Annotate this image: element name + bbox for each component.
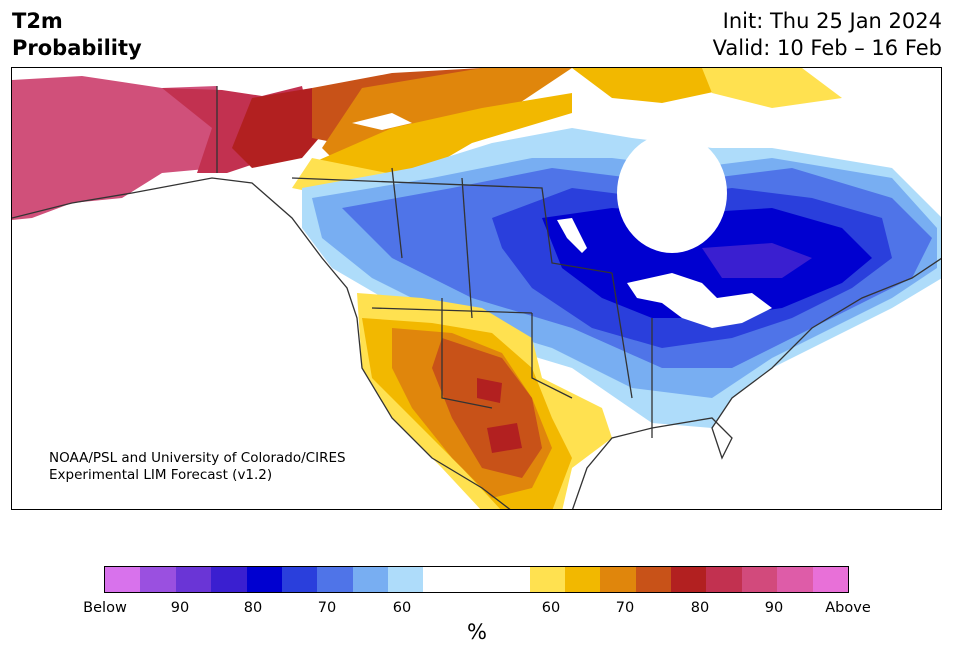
- title-right: Init: Thu 25 Jan 2024 Valid: 10 Feb – 16…: [713, 8, 942, 62]
- variable-label: T2m: [12, 9, 63, 33]
- cbar-seg-below-3: [175, 567, 212, 592]
- cbar-seg-above-1: [529, 567, 565, 592]
- alaska-anomaly: [12, 76, 217, 220]
- cbar-seg-above-3: [600, 567, 636, 592]
- cbar-seg-below-6: [281, 567, 318, 592]
- init-date: Init: Thu 25 Jan 2024: [722, 9, 942, 33]
- cbar-seg-above-4: [635, 567, 672, 592]
- credit-line-1: NOAA/PSL and University of Colorado/CIRE…: [49, 450, 346, 466]
- cbar-tick-70-above: 70: [615, 600, 635, 616]
- cbar-tick-above: Above: [825, 600, 871, 616]
- cbar-seg-neutral: [423, 567, 530, 592]
- cbar-tick-90-below: 90: [170, 600, 190, 616]
- cbar-seg-above-2: [564, 567, 601, 592]
- cbar-seg-below-7: [317, 567, 353, 592]
- title-left: T2m Probability: [12, 8, 142, 62]
- cbar-seg-above-5: [671, 567, 707, 592]
- cbar-seg-below-1: [105, 567, 141, 592]
- valid-range: Valid: 10 Feb – 16 Feb: [712, 36, 942, 60]
- cbar-seg-above-7: [741, 567, 778, 592]
- cbar-tick-below: Below: [83, 600, 127, 616]
- forecast-map: [12, 68, 941, 509]
- product-label: Probability: [12, 36, 142, 60]
- credit-line-2: Experimental LIM Forecast (v1.2): [49, 467, 273, 483]
- cbar-seg-below-2: [140, 567, 176, 592]
- cbar-tick-60-below: 60: [392, 600, 412, 616]
- cbar-seg-below-9: [388, 567, 424, 592]
- cbar-seg-below-5: [246, 567, 282, 592]
- hudson-bay: [617, 133, 727, 253]
- cbar-seg-below-4: [211, 567, 247, 592]
- cbar-tick-80-above: 80: [690, 600, 710, 616]
- cold-core: [542, 208, 872, 318]
- colorbar-unit: %: [467, 620, 487, 644]
- colorbar: [104, 566, 849, 593]
- cbar-seg-above-6: [706, 567, 742, 592]
- credit: NOAA/PSL and University of Colorado/CIRE…: [49, 450, 346, 484]
- cbar-tick-70-below: 70: [317, 600, 337, 616]
- cbar-seg-above-9: [812, 567, 848, 592]
- map-panel: [11, 67, 942, 510]
- great-lakes: [627, 273, 772, 328]
- cbar-tick-60-above: 60: [541, 600, 561, 616]
- cbar-seg-below-8: [352, 567, 388, 592]
- cbar-seg-above-8: [777, 567, 813, 592]
- cbar-tick-90-above: 90: [764, 600, 784, 616]
- cbar-tick-80-below: 80: [243, 600, 263, 616]
